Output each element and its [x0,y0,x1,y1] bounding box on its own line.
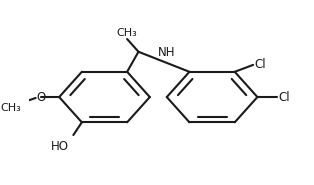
Text: CH₃: CH₃ [117,28,138,38]
Text: CH₃: CH₃ [0,103,21,113]
Text: Cl: Cl [279,90,290,104]
Text: HO: HO [51,140,69,153]
Text: Cl: Cl [255,58,266,71]
Text: O: O [36,90,46,104]
Text: NH: NH [158,46,176,59]
